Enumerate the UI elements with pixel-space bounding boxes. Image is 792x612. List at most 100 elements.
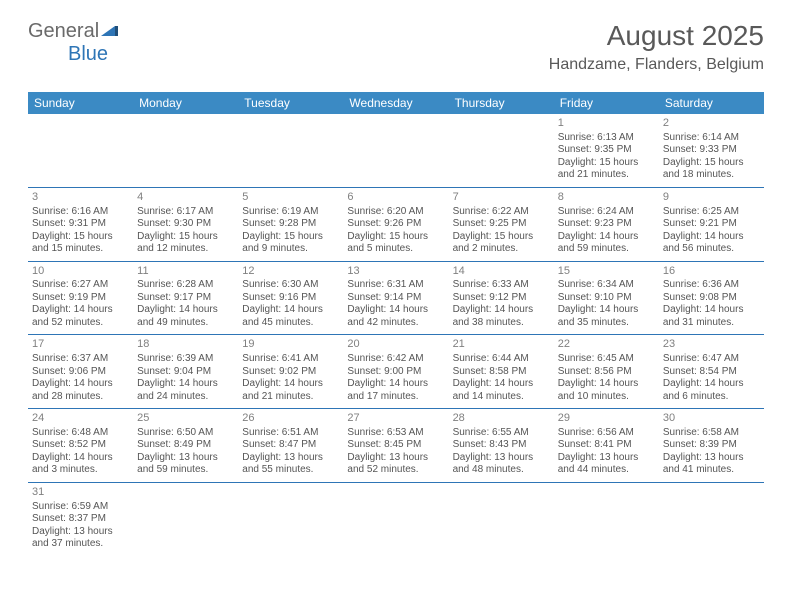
sunset-text: Sunset: 8:37 PM bbox=[32, 513, 129, 526]
flag-icon bbox=[101, 24, 121, 43]
day-number: 15 bbox=[558, 265, 655, 279]
daylight-text: Daylight: 14 hours bbox=[32, 452, 129, 465]
sunset-text: Sunset: 9:14 PM bbox=[347, 292, 444, 305]
calendar-week-row: 17Sunrise: 6:37 AMSunset: 9:06 PMDayligh… bbox=[28, 335, 764, 409]
sunrise-text: Sunrise: 6:45 AM bbox=[558, 353, 655, 366]
calendar-day-cell: 18Sunrise: 6:39 AMSunset: 9:04 PMDayligh… bbox=[133, 335, 238, 409]
daylight-text: and 17 minutes. bbox=[347, 391, 444, 404]
sunset-text: Sunset: 9:31 PM bbox=[32, 218, 129, 231]
weekday-header: Sunday bbox=[28, 92, 133, 114]
day-number: 18 bbox=[137, 338, 234, 352]
calendar-table: SundayMondayTuesdayWednesdayThursdayFrid… bbox=[28, 92, 764, 556]
sunset-text: Sunset: 8:58 PM bbox=[453, 366, 550, 379]
calendar-day-cell: 27Sunrise: 6:53 AMSunset: 8:45 PMDayligh… bbox=[343, 409, 448, 483]
weekday-header-row: SundayMondayTuesdayWednesdayThursdayFrid… bbox=[28, 92, 764, 114]
daylight-text: and 24 minutes. bbox=[137, 391, 234, 404]
sunrise-text: Sunrise: 6:44 AM bbox=[453, 353, 550, 366]
daylight-text: and 45 minutes. bbox=[242, 317, 339, 330]
day-number: 1 bbox=[558, 117, 655, 131]
day-number: 3 bbox=[32, 191, 129, 205]
day-number: 16 bbox=[663, 265, 760, 279]
calendar-day-cell: 23Sunrise: 6:47 AMSunset: 8:54 PMDayligh… bbox=[659, 335, 764, 409]
daylight-text: Daylight: 15 hours bbox=[558, 157, 655, 170]
sunrise-text: Sunrise: 6:14 AM bbox=[663, 132, 760, 145]
sunrise-text: Sunrise: 6:48 AM bbox=[32, 427, 129, 440]
sunset-text: Sunset: 9:23 PM bbox=[558, 218, 655, 231]
daylight-text: and 12 minutes. bbox=[137, 243, 234, 256]
calendar-day-cell: 31Sunrise: 6:59 AMSunset: 8:37 PMDayligh… bbox=[28, 482, 133, 555]
calendar-day-cell: 29Sunrise: 6:56 AMSunset: 8:41 PMDayligh… bbox=[554, 409, 659, 483]
daylight-text: and 56 minutes. bbox=[663, 243, 760, 256]
calendar-day-cell: 14Sunrise: 6:33 AMSunset: 9:12 PMDayligh… bbox=[449, 261, 554, 335]
day-number: 17 bbox=[32, 338, 129, 352]
calendar-week-row: 3Sunrise: 6:16 AMSunset: 9:31 PMDaylight… bbox=[28, 187, 764, 261]
day-number: 22 bbox=[558, 338, 655, 352]
sunset-text: Sunset: 9:12 PM bbox=[453, 292, 550, 305]
daylight-text: and 49 minutes. bbox=[137, 317, 234, 330]
location: Handzame, Flanders, Belgium bbox=[549, 56, 764, 74]
calendar-week-row: 1Sunrise: 6:13 AMSunset: 9:35 PMDaylight… bbox=[28, 114, 764, 187]
daylight-text: Daylight: 14 hours bbox=[347, 378, 444, 391]
calendar-empty-cell bbox=[133, 114, 238, 187]
daylight-text: and 5 minutes. bbox=[347, 243, 444, 256]
day-number: 28 bbox=[453, 412, 550, 426]
calendar-week-row: 10Sunrise: 6:27 AMSunset: 9:19 PMDayligh… bbox=[28, 261, 764, 335]
daylight-text: and 35 minutes. bbox=[558, 317, 655, 330]
daylight-text: and 52 minutes. bbox=[347, 464, 444, 477]
weekday-header: Tuesday bbox=[238, 92, 343, 114]
daylight-text: Daylight: 14 hours bbox=[453, 304, 550, 317]
sunrise-text: Sunrise: 6:30 AM bbox=[242, 279, 339, 292]
daylight-text: and 15 minutes. bbox=[32, 243, 129, 256]
day-number: 4 bbox=[137, 191, 234, 205]
daylight-text: and 14 minutes. bbox=[453, 391, 550, 404]
sunrise-text: Sunrise: 6:41 AM bbox=[242, 353, 339, 366]
sunset-text: Sunset: 9:04 PM bbox=[137, 366, 234, 379]
daylight-text: and 44 minutes. bbox=[558, 464, 655, 477]
sunrise-text: Sunrise: 6:53 AM bbox=[347, 427, 444, 440]
calendar-day-cell: 8Sunrise: 6:24 AMSunset: 9:23 PMDaylight… bbox=[554, 187, 659, 261]
daylight-text: Daylight: 13 hours bbox=[347, 452, 444, 465]
daylight-text: Daylight: 13 hours bbox=[32, 526, 129, 539]
daylight-text: Daylight: 14 hours bbox=[347, 304, 444, 317]
month-title: August 2025 bbox=[549, 20, 764, 52]
sunrise-text: Sunrise: 6:59 AM bbox=[32, 501, 129, 514]
sunrise-text: Sunrise: 6:36 AM bbox=[663, 279, 760, 292]
logo: GeneralBlue bbox=[28, 20, 121, 66]
calendar-day-cell: 24Sunrise: 6:48 AMSunset: 8:52 PMDayligh… bbox=[28, 409, 133, 483]
sunrise-text: Sunrise: 6:25 AM bbox=[663, 206, 760, 219]
calendar-empty-cell bbox=[28, 114, 133, 187]
sunset-text: Sunset: 9:19 PM bbox=[32, 292, 129, 305]
calendar-day-cell: 2Sunrise: 6:14 AMSunset: 9:33 PMDaylight… bbox=[659, 114, 764, 187]
calendar-day-cell: 21Sunrise: 6:44 AMSunset: 8:58 PMDayligh… bbox=[449, 335, 554, 409]
daylight-text: Daylight: 14 hours bbox=[558, 378, 655, 391]
calendar-day-cell: 28Sunrise: 6:55 AMSunset: 8:43 PMDayligh… bbox=[449, 409, 554, 483]
daylight-text: Daylight: 15 hours bbox=[453, 231, 550, 244]
daylight-text: Daylight: 14 hours bbox=[558, 304, 655, 317]
daylight-text: and 21 minutes. bbox=[558, 169, 655, 182]
daylight-text: Daylight: 13 hours bbox=[137, 452, 234, 465]
sunrise-text: Sunrise: 6:56 AM bbox=[558, 427, 655, 440]
sunrise-text: Sunrise: 6:55 AM bbox=[453, 427, 550, 440]
day-number: 14 bbox=[453, 265, 550, 279]
calendar-empty-cell bbox=[343, 482, 448, 555]
logo-text-general: General bbox=[28, 20, 99, 43]
day-number: 25 bbox=[137, 412, 234, 426]
day-number: 24 bbox=[32, 412, 129, 426]
daylight-text: Daylight: 15 hours bbox=[242, 231, 339, 244]
day-number: 21 bbox=[453, 338, 550, 352]
calendar-day-cell: 15Sunrise: 6:34 AMSunset: 9:10 PMDayligh… bbox=[554, 261, 659, 335]
daylight-text: and 2 minutes. bbox=[453, 243, 550, 256]
daylight-text: and 38 minutes. bbox=[453, 317, 550, 330]
calendar-day-cell: 5Sunrise: 6:19 AMSunset: 9:28 PMDaylight… bbox=[238, 187, 343, 261]
daylight-text: Daylight: 14 hours bbox=[663, 304, 760, 317]
daylight-text: and 9 minutes. bbox=[242, 243, 339, 256]
daylight-text: and 59 minutes. bbox=[558, 243, 655, 256]
calendar-day-cell: 17Sunrise: 6:37 AMSunset: 9:06 PMDayligh… bbox=[28, 335, 133, 409]
sunset-text: Sunset: 8:49 PM bbox=[137, 439, 234, 452]
calendar-day-cell: 12Sunrise: 6:30 AMSunset: 9:16 PMDayligh… bbox=[238, 261, 343, 335]
daylight-text: and 28 minutes. bbox=[32, 391, 129, 404]
sunrise-text: Sunrise: 6:27 AM bbox=[32, 279, 129, 292]
calendar-day-cell: 3Sunrise: 6:16 AMSunset: 9:31 PMDaylight… bbox=[28, 187, 133, 261]
day-number: 19 bbox=[242, 338, 339, 352]
sunset-text: Sunset: 8:45 PM bbox=[347, 439, 444, 452]
